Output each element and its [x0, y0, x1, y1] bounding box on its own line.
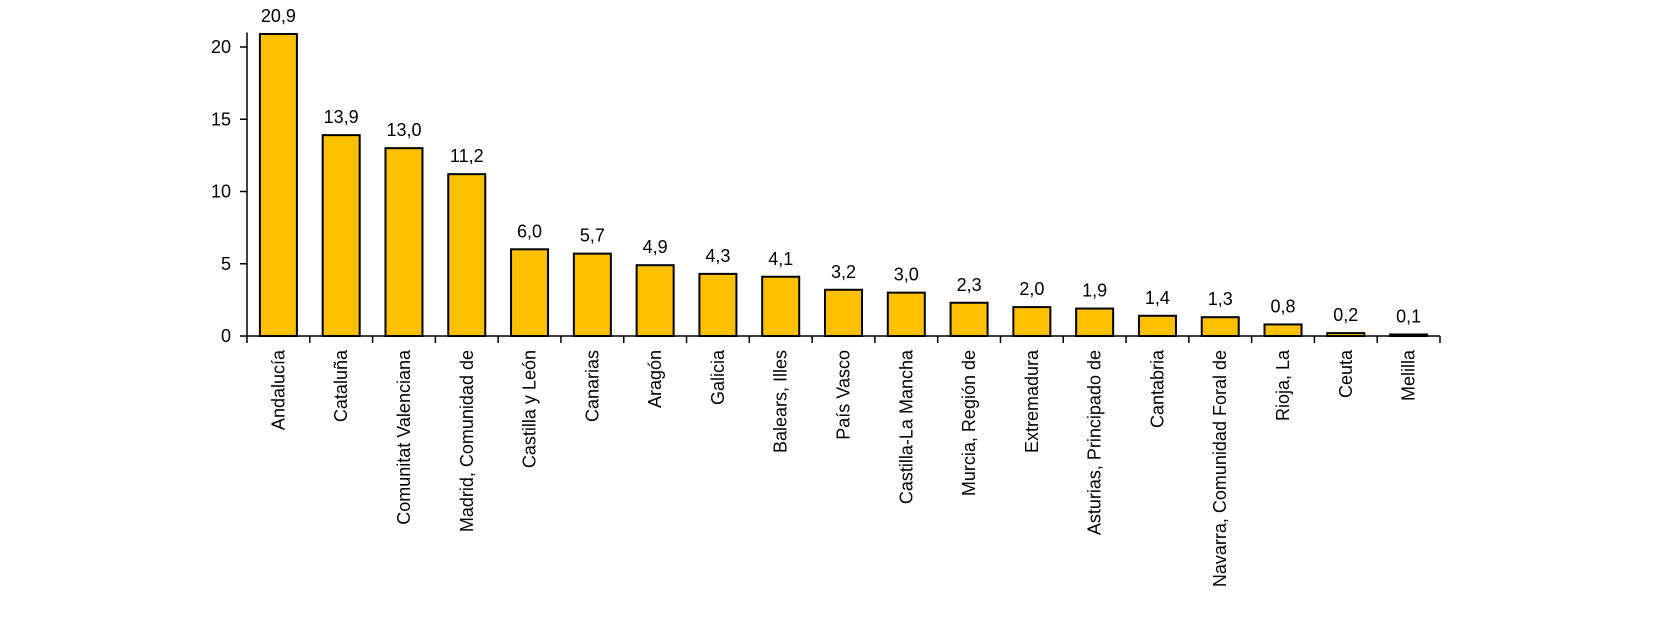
data-label: 6,0 [517, 221, 542, 241]
bar [572, 252, 612, 337]
data-label: 4,3 [705, 246, 730, 266]
data-label: 1,3 [1208, 289, 1233, 309]
data-label: 11,2 [450, 146, 484, 166]
data-label: 4,9 [643, 237, 668, 257]
bar [949, 301, 989, 338]
bar [1075, 307, 1115, 338]
data-label: 0,2 [1333, 305, 1358, 325]
bar [1389, 333, 1429, 337]
data-label: 1,9 [1082, 281, 1107, 301]
bar [824, 288, 863, 338]
data-label: 20,9 [261, 6, 296, 26]
y-axis: 0 5 10 15 20 [211, 32, 248, 346]
bar [510, 248, 550, 337]
data-label: 2,0 [1019, 279, 1044, 299]
y-tick-label: 5 [221, 254, 231, 274]
category-label: Extremadura [1022, 349, 1042, 453]
bar [258, 32, 298, 338]
category-label: Castilla y León [520, 350, 540, 468]
bar [886, 291, 926, 337]
category-label: Asturias, Principado de [1085, 350, 1105, 535]
category-label: Rioja, La [1273, 349, 1293, 421]
data-label: 2,3 [957, 275, 982, 295]
y-tick-label: 20 [211, 37, 231, 57]
category-label: Balears, Illes [771, 350, 791, 453]
data-label: 3,0 [894, 265, 919, 285]
category-labels-group: Andalucía Cataluña Comunitat Valenciana Mad… [268, 349, 1418, 587]
bar [761, 275, 801, 338]
category-label: Andalucía [268, 349, 288, 430]
category-label: Melilla [1399, 349, 1419, 401]
bar [1137, 314, 1177, 337]
data-label: 0,8 [1271, 296, 1296, 316]
category-label: Canarias [582, 350, 602, 422]
data-label: 4,1 [768, 249, 793, 269]
category-label: Murcia, Región de [959, 350, 979, 496]
category-label: Madrid, Comunidad de [457, 350, 477, 532]
category-label: Castilla-La Mancha [896, 349, 916, 504]
data-label: 13,9 [324, 107, 359, 127]
category-label: Cantabria [1147, 349, 1167, 428]
y-tick-label: 15 [211, 109, 231, 129]
bar [1263, 323, 1303, 338]
category-label: Aragón [645, 350, 665, 408]
data-label: 1,4 [1145, 288, 1170, 308]
data-label: 3,2 [831, 262, 856, 282]
y-tick-label: 10 [211, 182, 231, 202]
category-label: Galicia [708, 349, 728, 405]
category-label: Cataluña [331, 349, 351, 422]
bar [447, 173, 487, 337]
category-label: Navarra, Comunidad Foral de [1210, 350, 1230, 587]
bar [1326, 332, 1366, 337]
bar [635, 264, 675, 338]
y-tick-label: 0 [221, 326, 231, 346]
bar [698, 272, 738, 337]
data-label: 13,0 [386, 120, 421, 140]
bar [321, 134, 361, 337]
category-label: País Vasco [834, 350, 854, 440]
data-labels-group: 20,9 13,9 13,0 11,2 6,0 5,7 4,9 4,3 4,1 3,2 3,0 2,3… [261, 6, 1421, 327]
bar [1012, 306, 1052, 338]
category-label: Ceuta [1336, 349, 1356, 398]
bar [1200, 316, 1240, 337]
category-label: Comunitat Valenciana [394, 349, 414, 525]
bars-group [258, 32, 1429, 338]
x-axis [246, 335, 1441, 343]
data-label: 5,7 [580, 226, 605, 246]
data-label: 0,1 [1396, 307, 1421, 327]
bar [384, 147, 424, 337]
